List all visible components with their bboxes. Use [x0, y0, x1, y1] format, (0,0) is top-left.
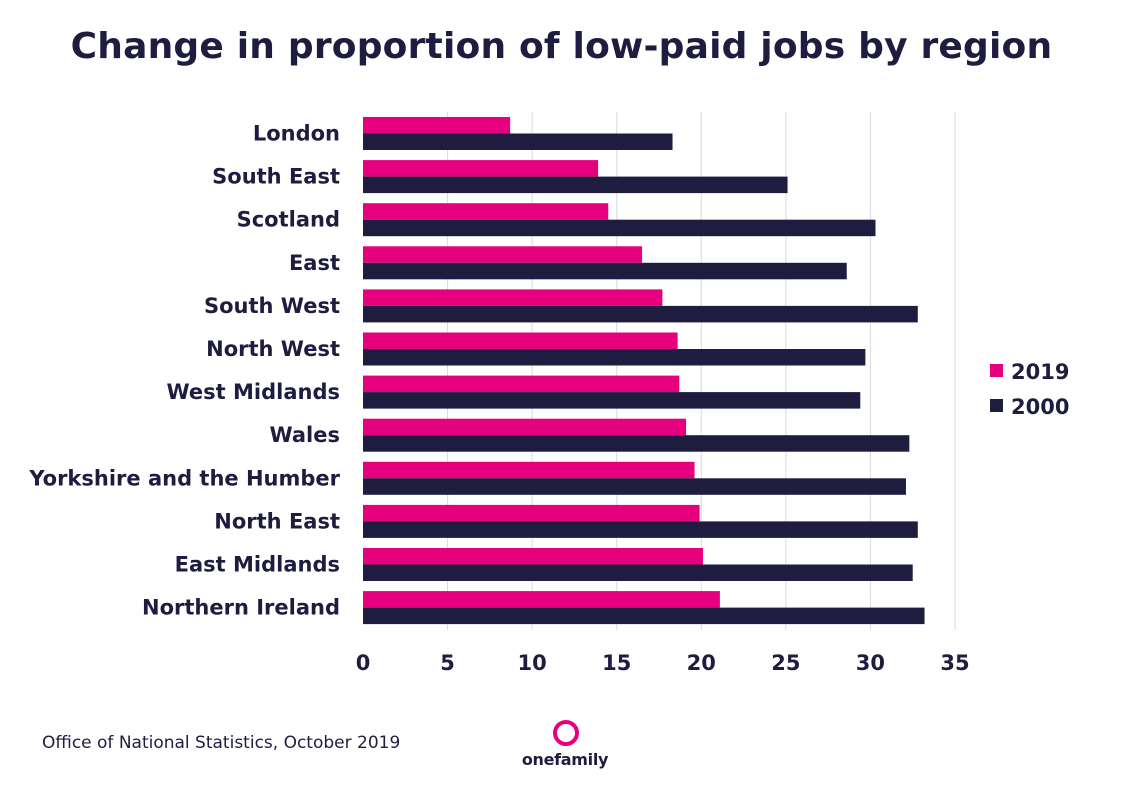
bar-2019-wales	[363, 418, 687, 436]
x-tick-label: 0	[356, 651, 371, 675]
bar-2019-south-east	[363, 160, 599, 177]
category-label: West Midlands	[167, 380, 341, 404]
category-label: Scotland	[237, 208, 340, 232]
category-label: Northern Ireland	[142, 596, 340, 620]
bar-2000-scotland	[363, 219, 876, 237]
bar-2000-wales	[363, 435, 910, 452]
bar-chart: London South East Scotland East South West No…	[28, 112, 1069, 675]
bar-2000-northern-ireland	[363, 607, 925, 625]
legend: 2019 2000	[990, 360, 1069, 419]
chart-title: Change in proportion of low-paid jobs by…	[70, 26, 1053, 67]
category-label: North East	[214, 509, 340, 533]
bar-2019-northern-ireland	[363, 591, 720, 608]
bar-2019-yorkshire-and-the-humber	[363, 461, 695, 479]
legend-label-2000: 2000	[1011, 395, 1069, 419]
bar-2000-south-west	[363, 305, 918, 323]
category-label: North West	[206, 337, 340, 361]
bar-2000-north-east	[363, 521, 918, 538]
legend-label-2019: 2019	[1011, 360, 1069, 384]
bar-2000-east	[363, 262, 847, 280]
category-label: East	[289, 251, 340, 275]
category-label: South East	[212, 165, 340, 189]
onefamily-logo: onefamily	[520, 720, 610, 776]
legend-swatch-2000	[990, 399, 1003, 412]
category-label: East Midlands	[175, 553, 340, 577]
x-tick-label: 20	[687, 651, 716, 675]
x-tick-label: 30	[856, 651, 885, 675]
x-tick-label: 25	[771, 651, 800, 675]
bar-2019-west-midlands	[363, 375, 680, 393]
x-tick-label: 5	[440, 651, 455, 675]
bar-2000-south-east	[363, 176, 788, 194]
x-axis-tick-labels: 0 5 10 15 20 25 30 35	[356, 651, 970, 675]
category-label: Wales	[269, 423, 340, 447]
x-tick-label: 10	[518, 651, 547, 675]
bar-2000-london	[363, 133, 673, 150]
source-note: Office of National Statistics, October 2…	[42, 733, 401, 753]
category-label: South West	[204, 294, 340, 318]
bar-2000-east-midlands	[363, 564, 913, 581]
x-tick-label: 15	[602, 651, 631, 675]
category-labels: London South East Scotland East South West No…	[28, 122, 340, 620]
bar-2019-london	[363, 117, 511, 134]
x-tick-label: 35	[940, 651, 969, 675]
logo-text: onefamily	[521, 750, 609, 769]
bar-2019-east	[363, 246, 643, 263]
bars	[363, 117, 925, 625]
bar-2000-yorkshire-and-the-humber	[363, 478, 906, 495]
bar-2019-east-midlands	[363, 548, 703, 565]
gridlines	[447, 112, 956, 630]
bar-2019-north-west	[363, 332, 678, 349]
bar-2019-south-west	[363, 289, 663, 306]
category-label: London	[253, 122, 340, 146]
category-label: Yorkshire and the Humber	[28, 466, 340, 490]
bar-2019-scotland	[363, 203, 609, 220]
bar-2000-north-west	[363, 349, 866, 366]
bar-2000-west-midlands	[363, 392, 861, 409]
logo-ring-icon	[553, 720, 579, 746]
legend-swatch-2019	[990, 364, 1003, 377]
bar-2019-north-east	[363, 504, 700, 522]
